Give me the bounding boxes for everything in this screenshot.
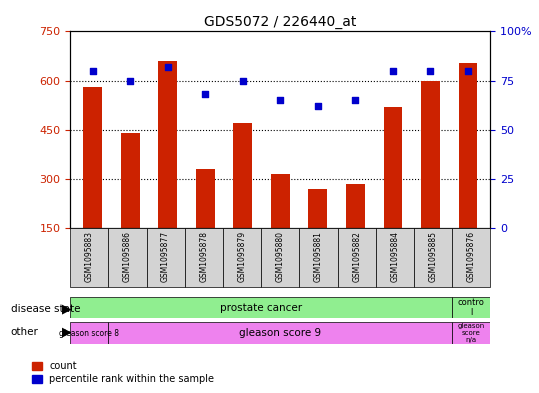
Point (126, 77, 134, 84)
Bar (346, 184, 365, 277)
FancyBboxPatch shape (261, 228, 299, 287)
Text: GSM1095883: GSM1095883 (85, 231, 94, 282)
Bar (158, 61, 177, 277)
Text: GSM1095876: GSM1095876 (467, 231, 476, 282)
Bar (121, 133, 140, 277)
Legend: count, percentile rank within the sample: count, percentile rank within the sample (32, 361, 215, 384)
Title: GDS5072 / 226440_at: GDS5072 / 226440_at (204, 15, 356, 29)
Bar (421, 81, 440, 277)
Point (276, 97, 285, 103)
Text: gleason score 8: gleason score 8 (59, 329, 119, 338)
Text: gleason
score
n/a: gleason score n/a (458, 323, 485, 343)
Text: disease state: disease state (11, 303, 80, 314)
Text: GSM1095885: GSM1095885 (429, 231, 438, 282)
FancyBboxPatch shape (108, 322, 452, 344)
Text: GSM1095881: GSM1095881 (314, 231, 323, 282)
FancyBboxPatch shape (70, 297, 452, 318)
FancyBboxPatch shape (147, 228, 185, 287)
Text: gleason score 9: gleason score 9 (239, 328, 321, 338)
Text: GSM1095882: GSM1095882 (352, 231, 361, 282)
Point (201, 91, 210, 97)
FancyBboxPatch shape (376, 228, 414, 287)
Point (389, 68, 397, 74)
Text: GSM1095878: GSM1095878 (199, 231, 209, 282)
Text: ▶: ▶ (62, 325, 72, 339)
FancyBboxPatch shape (223, 228, 261, 287)
Bar (83, 87, 102, 277)
FancyBboxPatch shape (108, 228, 147, 287)
Point (163, 64, 172, 70)
Bar (196, 169, 215, 277)
Text: other: other (11, 327, 39, 337)
FancyBboxPatch shape (299, 228, 337, 287)
Bar (384, 107, 402, 277)
Text: GSM1095880: GSM1095880 (276, 231, 285, 282)
Text: GSM1095886: GSM1095886 (123, 231, 132, 282)
FancyBboxPatch shape (185, 228, 223, 287)
Bar (271, 174, 289, 277)
Text: GSM1095877: GSM1095877 (161, 231, 170, 282)
Point (426, 68, 435, 74)
Text: contro
l: contro l (458, 298, 485, 317)
FancyBboxPatch shape (337, 228, 376, 287)
Text: GSM1095884: GSM1095884 (390, 231, 399, 282)
Point (314, 103, 322, 109)
FancyBboxPatch shape (452, 228, 490, 287)
FancyBboxPatch shape (70, 322, 108, 344)
Text: ▶: ▶ (62, 302, 72, 315)
Point (351, 97, 360, 103)
Bar (308, 189, 327, 277)
Bar (459, 62, 478, 277)
FancyBboxPatch shape (414, 228, 452, 287)
Text: prostate cancer: prostate cancer (220, 303, 302, 312)
FancyBboxPatch shape (452, 297, 490, 318)
FancyBboxPatch shape (452, 322, 490, 344)
FancyBboxPatch shape (70, 228, 108, 287)
Point (88, 68, 97, 74)
Point (464, 68, 472, 74)
Text: GSM1095879: GSM1095879 (238, 231, 246, 282)
Point (238, 77, 247, 84)
Bar (233, 123, 252, 277)
